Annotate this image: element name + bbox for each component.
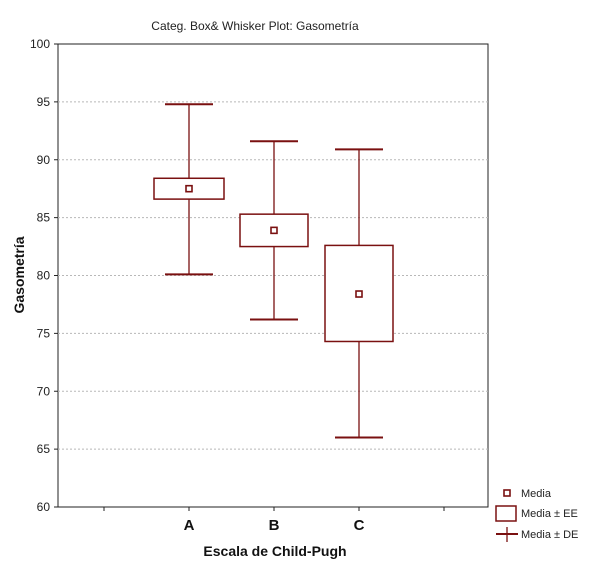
y-tick-label: 100 xyxy=(30,37,50,51)
x-tick-label: C xyxy=(354,517,365,534)
box-group-b xyxy=(239,140,309,321)
chart-title: Categ. Box& Whisker Plot: Gasometría xyxy=(151,19,359,33)
y-tick-label: 95 xyxy=(37,95,51,109)
y-tick-label: 60 xyxy=(37,500,51,514)
box-group-c xyxy=(324,148,394,439)
x-tick-label: A xyxy=(184,517,195,534)
legend-media-label: Media xyxy=(521,488,552,500)
y-axis-ticks: 100 95 90 85 80 75 70 65 60 xyxy=(30,37,58,514)
legend-media-icon xyxy=(503,489,511,497)
y-tick-label: 85 xyxy=(37,211,51,225)
legend: Media Media ± EE Media ± DE xyxy=(495,488,578,542)
legend-de-label: Media ± DE xyxy=(521,529,578,541)
box-group-a xyxy=(153,103,225,276)
y-axis-title: Gasometría xyxy=(11,236,27,313)
boxes xyxy=(153,103,394,439)
x-axis-title: Escala de Child-Pugh xyxy=(203,543,346,559)
y-tick-label: 90 xyxy=(37,153,51,167)
gridlines xyxy=(58,101,488,450)
mean-marker xyxy=(270,226,278,235)
y-tick-label: 70 xyxy=(37,384,51,398)
x-tick-label: B xyxy=(269,517,280,534)
box-se xyxy=(239,213,309,248)
mean-marker xyxy=(185,184,193,193)
mean-marker xyxy=(355,290,363,298)
y-tick-label: 80 xyxy=(37,269,51,283)
x-axis-ticks: A B C xyxy=(103,507,445,534)
legend-ee-icon xyxy=(495,505,517,522)
y-tick-label: 65 xyxy=(37,442,51,456)
y-tick-label: 75 xyxy=(37,326,51,340)
legend-ee-label: Media ± EE xyxy=(521,508,578,520)
